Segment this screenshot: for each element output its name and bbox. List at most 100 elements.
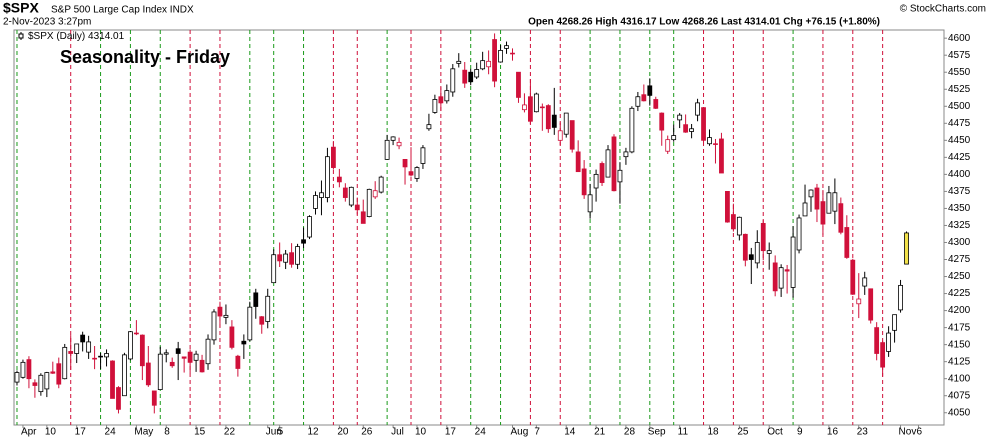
candle-body (354, 204, 360, 211)
candle-body (730, 214, 736, 230)
candle-body (241, 340, 247, 345)
y-tick-label: 4300 (948, 237, 971, 248)
candle-body (742, 233, 748, 261)
x-tick-label: 15 (194, 427, 206, 438)
candle-body (50, 371, 56, 374)
candle-body (175, 348, 181, 354)
x-tick-label: 21 (594, 427, 606, 438)
y-tick-label: 4075 (948, 390, 971, 401)
candle-body (844, 227, 850, 258)
candle-body (695, 102, 700, 116)
candle-body (713, 143, 718, 145)
x-tick-label: 22 (224, 427, 236, 438)
candle-body (874, 327, 880, 354)
candle-body (510, 52, 515, 55)
y-tick-label: 4200 (948, 305, 971, 316)
legend-last: 4314.01 (88, 31, 125, 42)
y-tick-label: 4150 (948, 339, 971, 350)
y-tick-label: 4275 (948, 254, 971, 265)
candle-body (850, 259, 856, 295)
candle-body (56, 363, 62, 385)
candle-body (432, 99, 438, 113)
candle-body (163, 352, 169, 355)
x-tick-label: Aug (510, 427, 528, 438)
x-tick-label: Apr (21, 427, 37, 438)
x-tick-label: Jul (391, 427, 404, 438)
candle-body (659, 112, 665, 131)
candle-body (557, 130, 563, 141)
candle-body (295, 246, 300, 265)
candle-body (748, 254, 754, 260)
x-tick-label: 24 (475, 427, 487, 438)
y-tick-label: 4100 (948, 373, 971, 384)
candle-body (265, 295, 271, 322)
candle-body (128, 331, 133, 360)
candle-body (44, 372, 50, 390)
candle-body (611, 136, 617, 192)
candle-body (898, 284, 903, 311)
candle-body (862, 277, 868, 287)
y-tick-label: 4375 (948, 186, 971, 197)
candle-body (20, 361, 26, 378)
candle-body (253, 292, 259, 307)
candle-body (325, 156, 330, 198)
x-tick-label: 26 (361, 427, 373, 438)
candle-body (826, 192, 832, 214)
x-tick-label: Sep (648, 427, 666, 438)
x-tick-label: 8 (164, 427, 170, 438)
y-tick-label: 4050 (948, 407, 971, 418)
x-tick-label: 18 (708, 427, 720, 438)
symbol: $SPX (3, 0, 39, 16)
y-tick-label: 4575 (948, 50, 971, 61)
x-tick-label: 9 (797, 427, 803, 438)
candle-body (725, 191, 730, 223)
candle-body (808, 189, 814, 198)
y-tick-label: 4525 (948, 84, 971, 95)
candle-body (701, 107, 706, 141)
x-tick-label: 24 (105, 427, 117, 438)
candle-body (68, 351, 74, 354)
candle-body (456, 60, 462, 64)
quote: Open 4268.26 High 4316.17 Low 4268.26 La… (528, 17, 880, 28)
candle-body (26, 359, 32, 380)
y-tick-label: 4475 (948, 118, 971, 129)
candle-body (450, 68, 456, 93)
x-tick-label: Jun (266, 427, 282, 438)
candle-body (545, 105, 551, 130)
candle-body (330, 146, 336, 168)
candle-body (38, 374, 44, 393)
candle-body (868, 288, 874, 321)
candle-body (74, 343, 80, 354)
x-tick-label: 12 (308, 427, 320, 438)
candle-body (575, 151, 581, 173)
candle-body (683, 124, 689, 133)
candle-body (635, 96, 641, 107)
candle-body (289, 252, 295, 265)
x-tick-label: 10 (415, 427, 427, 438)
candle-body (420, 147, 426, 164)
y-tick-label: 4550 (948, 67, 971, 78)
x-tick-label: 16 (827, 427, 839, 438)
description: S&P 500 Large Cap Index INDX (51, 5, 194, 16)
x-tick-label: 23 (857, 427, 869, 438)
candle-body (223, 314, 229, 318)
candle-body (480, 60, 486, 70)
candle-body (468, 71, 474, 83)
candle-body (307, 216, 312, 238)
candle-body (133, 332, 139, 335)
candle-body (122, 354, 127, 397)
candle-body (772, 262, 778, 292)
candle-body (259, 316, 265, 325)
candle-body (145, 362, 151, 386)
y-tick-label: 4325 (948, 220, 971, 231)
candle-body (301, 239, 306, 244)
x-tick-label: 17 (75, 427, 87, 438)
candle-body (802, 202, 808, 217)
candle-body (647, 85, 653, 96)
candle-body (880, 342, 886, 368)
candle-body (617, 169, 623, 183)
candle-body (247, 306, 253, 341)
y-tick-label: 4500 (948, 101, 971, 112)
candle-body (378, 176, 384, 193)
candle-body (396, 141, 402, 147)
